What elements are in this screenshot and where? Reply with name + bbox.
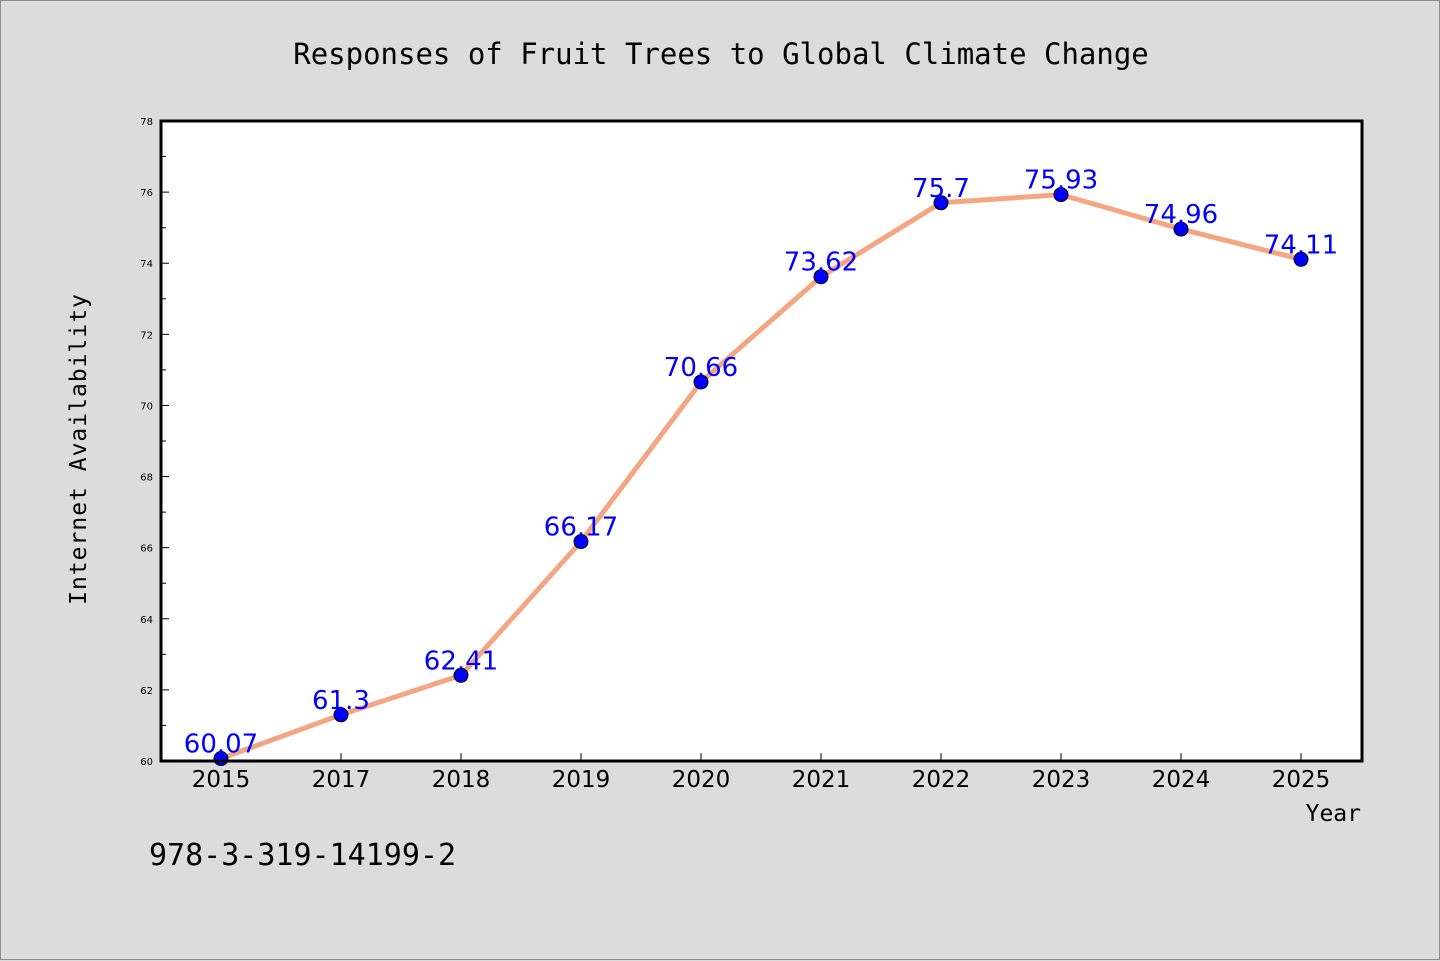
data-value-label: 61.3 <box>312 686 370 716</box>
y-tick-label: 64 <box>140 615 153 626</box>
chart-title: Responses of Fruit Trees to Global Clima… <box>293 37 1149 71</box>
data-value-label: 74.11 <box>1264 230 1338 260</box>
x-tick-label: 2025 <box>1272 767 1331 793</box>
plot-frame <box>159 119 1364 763</box>
data-value-label: 60.07 <box>184 730 258 760</box>
y-axis-label: Internet Availability <box>66 293 92 605</box>
data-value-label: 66.17 <box>544 513 618 543</box>
y-tick-label: 66 <box>140 544 153 555</box>
y-tick-label: 60 <box>140 757 153 768</box>
x-tick-label: 2015 <box>192 767 251 793</box>
x-tick-label: 2017 <box>312 767 371 793</box>
y-tick-label: 68 <box>140 473 153 484</box>
x-axis-ticks: 2015 2017 2018 2019 2020 2021 2022 2023 2024 2025 <box>192 753 1331 793</box>
data-point-marker <box>333 707 349 723</box>
isbn-annotation: 978-3-319-14199-2 <box>149 838 456 873</box>
data-value-label: 75.93 <box>1024 166 1098 196</box>
data-value-label: 74.96 <box>1144 200 1218 230</box>
x-tick-label: 2019 <box>552 767 611 793</box>
data-labels: 60.07 61.3 62.41 66.17 70.66 73.62 75.7 75.93 74… <box>184 166 1338 760</box>
data-value-label: 73.62 <box>784 248 858 278</box>
data-point-marker <box>1293 251 1309 267</box>
x-tick-label: 2022 <box>912 767 971 793</box>
y-tick-label: 74 <box>140 259 153 270</box>
y-tick-label: 76 <box>140 188 153 199</box>
data-value-label: 70.66 <box>664 353 738 383</box>
x-tick-label: 2018 <box>432 767 491 793</box>
x-axis-label: Year <box>1306 801 1361 827</box>
series-line-group <box>218 192 1304 762</box>
y-tick-label: 78 <box>140 117 153 128</box>
x-tick-label: 2024 <box>1152 767 1211 793</box>
y-tick-label: 70 <box>140 401 153 412</box>
series-line <box>218 192 1304 762</box>
x-tick-label: 2021 <box>792 767 851 793</box>
data-point-marker <box>1173 221 1189 237</box>
plot-area <box>161 121 1362 761</box>
data-point-marker <box>1053 187 1069 203</box>
data-point-marker <box>813 269 829 285</box>
data-points <box>213 187 1309 767</box>
data-point-marker <box>453 667 469 683</box>
data-point-marker <box>933 195 949 211</box>
y-tick-label: 72 <box>140 330 153 341</box>
data-value-label: 75.7 <box>912 174 970 204</box>
data-point-marker <box>573 534 589 550</box>
data-value-label: 62.41 <box>424 646 498 676</box>
data-point-marker <box>693 374 709 390</box>
x-tick-label: 2023 <box>1032 767 1091 793</box>
x-tick-label: 2020 <box>672 767 731 793</box>
y-tick-label: 62 <box>140 686 153 697</box>
